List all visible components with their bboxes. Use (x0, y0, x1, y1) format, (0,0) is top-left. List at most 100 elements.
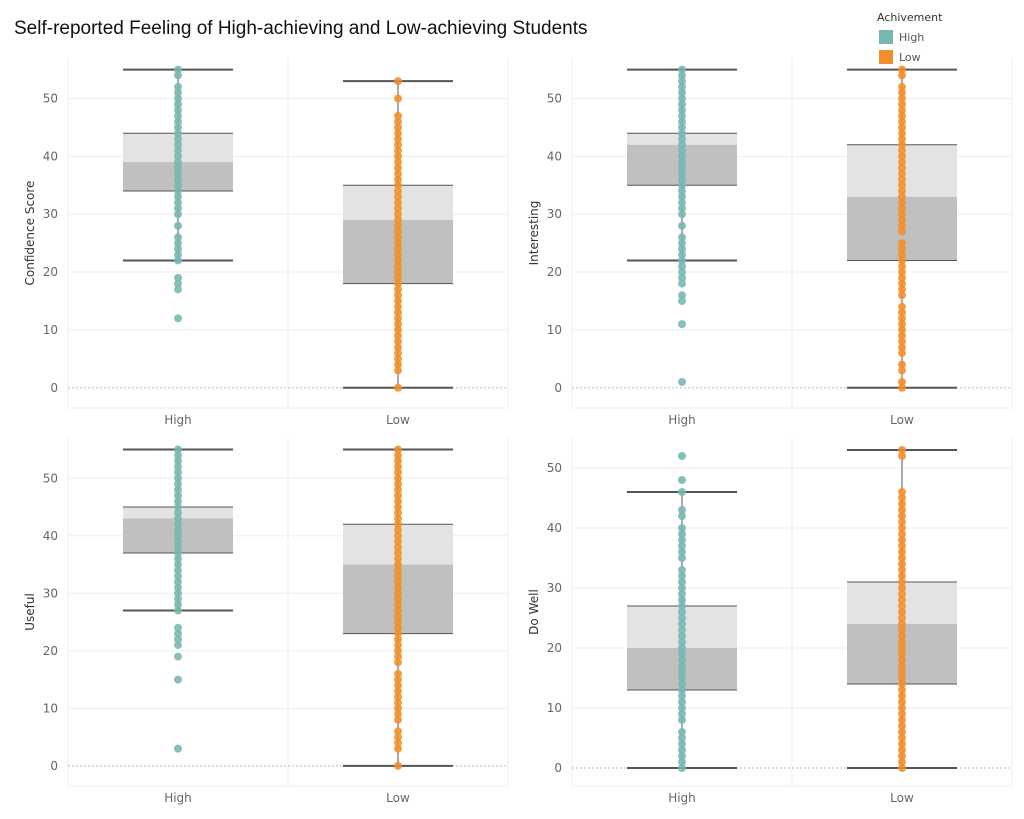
data-point-high[interactable] (174, 497, 182, 506)
data-point-high[interactable] (174, 480, 182, 489)
data-point-low[interactable] (394, 606, 402, 615)
data-point-low[interactable] (394, 360, 402, 369)
data-point-low[interactable] (394, 675, 402, 684)
data-point-high[interactable] (174, 100, 182, 109)
data-point-low[interactable] (394, 503, 402, 512)
data-point-low[interactable] (898, 596, 906, 604)
data-point-low[interactable] (898, 728, 906, 736)
data-point-high[interactable] (174, 572, 182, 581)
data-point-high[interactable] (174, 221, 182, 230)
data-point-high[interactable] (678, 584, 686, 592)
data-point-low[interactable] (898, 366, 906, 375)
data-point-low[interactable] (394, 146, 402, 155)
data-point-low[interactable] (898, 291, 906, 300)
data-point-low[interactable] (898, 554, 906, 562)
data-point-high[interactable] (174, 474, 182, 483)
data-point-low[interactable] (898, 740, 906, 748)
data-point-low[interactable] (898, 716, 906, 724)
data-point-high[interactable] (678, 71, 686, 80)
data-point-low[interactable] (898, 566, 906, 574)
data-point-high[interactable] (174, 129, 182, 138)
data-point-high[interactable] (174, 158, 182, 167)
data-point-low[interactable] (898, 452, 906, 460)
data-point-low[interactable] (898, 239, 906, 248)
data-point-high[interactable] (678, 626, 686, 634)
data-point-low[interactable] (394, 635, 402, 644)
data-point-low[interactable] (394, 227, 402, 236)
data-point-low[interactable] (394, 451, 402, 460)
data-point-low[interactable] (898, 106, 906, 115)
data-point-high[interactable] (174, 65, 182, 74)
data-point-high[interactable] (678, 686, 686, 694)
data-point-low[interactable] (898, 542, 906, 550)
data-point-low[interactable] (898, 325, 906, 334)
data-point-high[interactable] (174, 468, 182, 477)
data-point-low[interactable] (898, 192, 906, 201)
data-point-low[interactable] (394, 715, 402, 724)
data-point-low[interactable] (394, 497, 402, 506)
data-point-high[interactable] (678, 746, 686, 754)
data-point-low[interactable] (898, 764, 906, 772)
data-point-low[interactable] (898, 710, 906, 718)
data-point-low[interactable] (898, 262, 906, 271)
data-point-low[interactable] (394, 687, 402, 696)
data-point-high[interactable] (174, 146, 182, 155)
data-point-low[interactable] (898, 279, 906, 288)
data-point-high[interactable] (174, 273, 182, 282)
data-point-low[interactable] (898, 134, 906, 143)
data-point-low[interactable] (394, 549, 402, 558)
data-point-high[interactable] (678, 192, 686, 201)
data-point-low[interactable] (394, 268, 402, 277)
data-point-low[interactable] (898, 308, 906, 317)
data-point-high[interactable] (678, 752, 686, 760)
data-point-high[interactable] (678, 296, 686, 305)
data-point-low[interactable] (898, 285, 906, 294)
data-point-low[interactable] (898, 163, 906, 172)
data-point-low[interactable] (898, 680, 906, 688)
data-point-high[interactable] (678, 134, 686, 143)
data-point-low[interactable] (898, 548, 906, 556)
data-point-high[interactable] (174, 577, 182, 586)
data-point-low[interactable] (394, 543, 402, 552)
data-point-high[interactable] (678, 530, 686, 538)
data-point-high[interactable] (678, 106, 686, 115)
data-point-low[interactable] (394, 462, 402, 471)
data-point-low[interactable] (394, 692, 402, 701)
data-point-low[interactable] (394, 94, 402, 103)
data-point-low[interactable] (394, 215, 402, 224)
data-point-high[interactable] (678, 244, 686, 253)
data-point-low[interactable] (394, 560, 402, 569)
data-point-low[interactable] (394, 221, 402, 230)
data-point-high[interactable] (678, 716, 686, 724)
data-point-low[interactable] (898, 181, 906, 190)
data-point-low[interactable] (394, 600, 402, 609)
data-point-low[interactable] (898, 578, 906, 586)
data-point-high[interactable] (174, 549, 182, 558)
data-point-low[interactable] (898, 383, 906, 392)
data-point-high[interactable] (174, 71, 182, 80)
data-point-low[interactable] (394, 175, 402, 184)
data-point-high[interactable] (174, 169, 182, 178)
data-point-low[interactable] (394, 129, 402, 138)
data-point-low[interactable] (898, 494, 906, 502)
data-point-low[interactable] (394, 566, 402, 575)
data-point-low[interactable] (898, 512, 906, 520)
data-point-high[interactable] (678, 152, 686, 161)
data-point-high[interactable] (678, 674, 686, 682)
data-point-low[interactable] (394, 134, 402, 143)
data-point-high[interactable] (174, 635, 182, 644)
data-point-low[interactable] (898, 524, 906, 532)
data-point-high[interactable] (174, 152, 182, 161)
data-point-low[interactable] (898, 65, 906, 74)
data-point-high[interactable] (678, 273, 686, 282)
data-point-high[interactable] (174, 503, 182, 512)
data-point-high[interactable] (678, 187, 686, 196)
data-point-low[interactable] (898, 377, 906, 386)
data-point-high[interactable] (174, 652, 182, 661)
data-point-high[interactable] (174, 526, 182, 535)
data-point-high[interactable] (174, 314, 182, 323)
data-point-low[interactable] (898, 360, 906, 369)
data-point-low[interactable] (394, 250, 402, 259)
data-point-low[interactable] (898, 204, 906, 213)
data-point-high[interactable] (678, 590, 686, 598)
